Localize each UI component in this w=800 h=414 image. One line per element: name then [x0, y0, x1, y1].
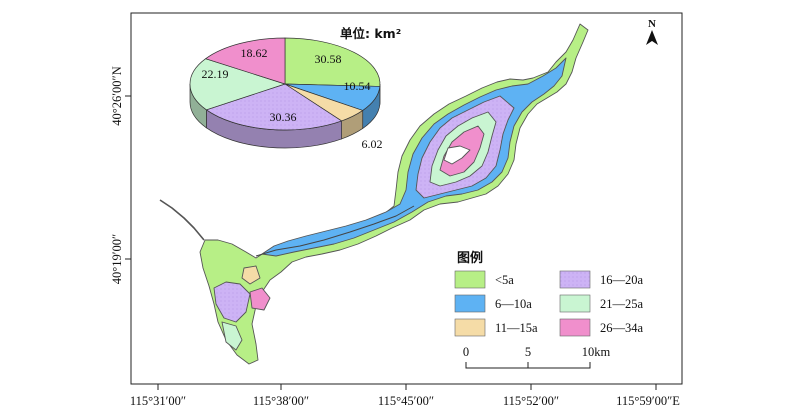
legend-label: <5a	[495, 273, 514, 287]
legend-swatch	[559, 318, 591, 337]
pie-slice-21—25a	[189, 58, 287, 111]
reservoir-map	[159, 23, 589, 365]
x-tick-label: 115°45′00″	[378, 394, 434, 408]
legend-swatch	[454, 318, 486, 337]
pie-slice-26—34a	[204, 37, 286, 85]
x-tick-label: 115°59′00″E	[616, 394, 680, 408]
legend-label: 26—34a	[600, 321, 644, 335]
pie-value-label: 10.54	[344, 79, 371, 93]
reservoir-sw-tan	[241, 265, 261, 285]
scale-label: 0	[463, 345, 469, 359]
pie-value-label: 18.62	[241, 46, 268, 60]
x-tick-labels: 115°31′00″ 115°38′00″ 115°45′00″ 115°52′…	[130, 394, 680, 408]
north-arrow: N	[646, 18, 658, 45]
reservoir-channel	[255, 205, 415, 257]
y-tick-label: 40°19′00″	[110, 234, 124, 284]
north-arrow-icon	[646, 30, 658, 45]
legend-swatch	[454, 270, 486, 289]
frame-ticks	[125, 95, 657, 390]
legend-label: 6—10a	[495, 297, 532, 311]
pie-slice-<5a	[284, 37, 381, 87]
reservoir-river-tail	[159, 199, 205, 241]
scale-bar: 0 5 10km	[463, 345, 611, 369]
reservoir-island	[443, 145, 471, 165]
reservoir-sw-mint	[221, 321, 243, 351]
legend-swatch	[559, 270, 591, 289]
legend-swatch	[559, 294, 591, 313]
legend-label: 21—25a	[600, 297, 644, 311]
legend-label: 16—20a	[600, 273, 644, 287]
pie-value-label: 6.02	[362, 137, 383, 151]
legend-title: 图例	[457, 250, 483, 266]
legend-swatch	[454, 294, 486, 313]
scale-label: 5	[525, 345, 531, 359]
legend: 图例 <5a 16—20a 6—10a 21—25a 11—15a 26—34a	[454, 250, 644, 337]
y-tick-label: 40°26′00″N	[110, 66, 124, 125]
reservoir-sw-pink	[249, 287, 271, 311]
legend-items: <5a 16—20a 6—10a 21—25a 11—15a 26—34a	[454, 270, 644, 337]
x-tick-label: 115°31′00″	[130, 394, 186, 408]
reservoir-sw-purple	[213, 281, 251, 323]
scale-label: 10km	[582, 345, 611, 359]
pie-slice-16—20a	[205, 83, 343, 131]
north-label: N	[648, 18, 656, 30]
pie-value-label: 30.58	[315, 52, 342, 66]
scale-bar-line	[465, 362, 591, 369]
legend-label: 11—15a	[495, 321, 538, 335]
x-tick-label: 115°38′00″	[253, 394, 309, 408]
x-tick-label: 115°52′00″	[503, 394, 559, 408]
pie-unit-label: 单位: km²	[340, 26, 401, 41]
pie-value-label: 30.36	[270, 110, 297, 124]
pie-value-label: 22.19	[202, 67, 229, 81]
